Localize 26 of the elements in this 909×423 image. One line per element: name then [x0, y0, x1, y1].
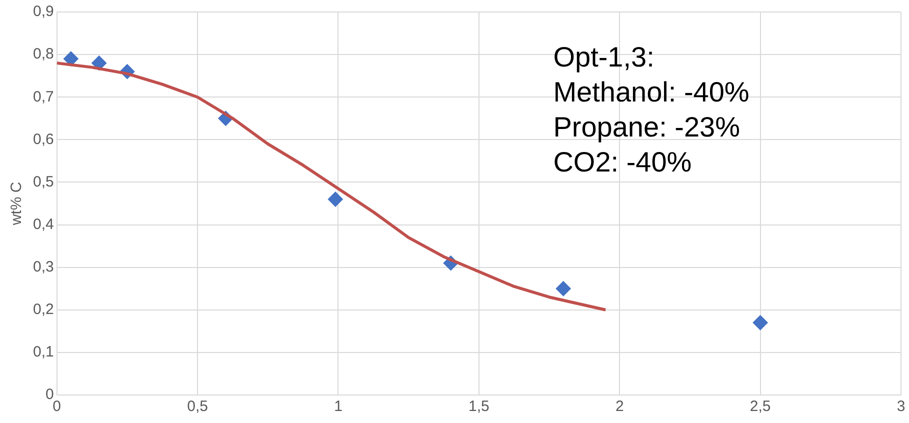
y-tick-label: 0,4: [32, 216, 54, 233]
annotation: CO2: -40%: [553, 146, 692, 178]
x-tick-label: 1,5: [468, 398, 490, 416]
y-tick-label: 0: [46, 386, 54, 404]
point: [752, 315, 768, 330]
y-tick-label: 0,3: [32, 258, 54, 276]
y-tick-label: 0,1: [32, 344, 54, 361]
x-tick-label: 3: [896, 398, 906, 416]
point: [328, 192, 343, 207]
y-axis-title: wt% C: [8, 182, 26, 226]
y-tick-label: 0,2: [32, 301, 54, 318]
point: [556, 281, 571, 296]
x-tick-label: 1: [334, 398, 342, 416]
y-tick-label: 0,9: [32, 3, 54, 20]
y-tick-label: 0,8: [32, 46, 54, 63]
y-tick-label: 0,5: [32, 173, 54, 190]
x-tick-label: 2,5: [750, 398, 771, 416]
point: [63, 51, 78, 66]
y-tick-label: 0,7: [32, 88, 54, 106]
x-tick-label: 2: [615, 398, 624, 416]
annotation: Propane: -23%: [553, 112, 740, 143]
point: [92, 56, 107, 71]
y-tick-label: 0,6: [32, 130, 54, 148]
annotation: Methanol: -40%: [553, 76, 750, 108]
annotation: Opt-1,3:: [553, 42, 654, 73]
x-tick-label: 0,5: [187, 398, 208, 416]
